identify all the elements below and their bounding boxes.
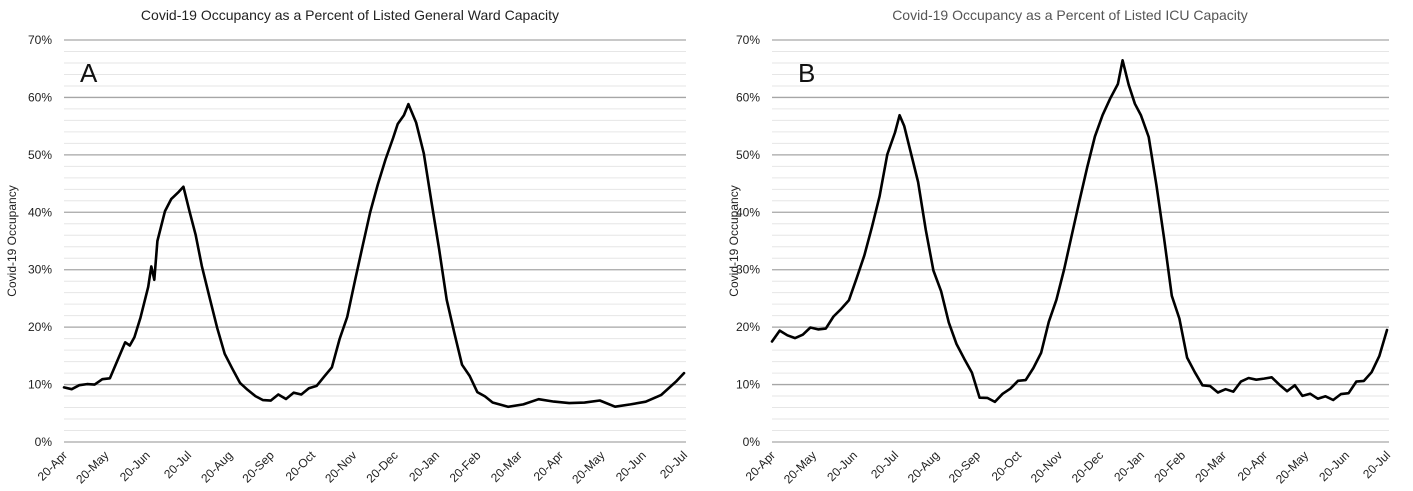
x-tick-label: 20-Oct bbox=[283, 448, 319, 484]
x-tick-label: 20-Jun bbox=[117, 448, 153, 484]
y-tick-label: 70% bbox=[736, 33, 760, 47]
y-tick-label: 10% bbox=[28, 378, 52, 392]
y-tick-label: 10% bbox=[736, 378, 760, 392]
x-tick-label: 20-Apr bbox=[35, 448, 70, 483]
y-tick-label: 60% bbox=[28, 90, 52, 104]
y-tick-label: 40% bbox=[736, 205, 760, 219]
x-tick-label: 20-Jul bbox=[1360, 448, 1393, 481]
panel-label: B bbox=[798, 58, 815, 88]
x-tick-label: 20-Feb bbox=[1151, 448, 1188, 485]
x-tick-label: 20-Dec bbox=[364, 448, 401, 485]
y-tick-label: 30% bbox=[28, 263, 52, 277]
y-axis-label: Covid-19 Occupancy bbox=[5, 185, 19, 296]
series-line bbox=[62, 102, 686, 409]
y-axis-label: Covid-19 Occupancy bbox=[727, 185, 741, 296]
x-tick-label: 20-May bbox=[569, 448, 607, 486]
x-tick-label: 20-May bbox=[781, 448, 819, 486]
x-tick-label: 20-Dec bbox=[1069, 448, 1106, 485]
chart-title: Covid-19 Occupancy as a Percent of Liste… bbox=[141, 7, 559, 23]
y-tick-label: 0% bbox=[35, 435, 53, 449]
x-tick-label: 20-Apr bbox=[1235, 448, 1270, 483]
x-tick-label: 20-Sep bbox=[946, 448, 983, 485]
chart-title: Covid-19 Occupancy as a Percent of Liste… bbox=[892, 7, 1248, 23]
y-tick-label: 0% bbox=[743, 435, 761, 449]
chart-b: Covid-19 Occupancy as a Percent of Liste… bbox=[727, 7, 1393, 486]
x-tick-label: 20-Feb bbox=[447, 448, 484, 485]
x-tick-label: 20-Apr bbox=[743, 448, 778, 483]
x-tick-label: 20-Jul bbox=[161, 448, 194, 481]
y-tick-label: 50% bbox=[28, 148, 52, 162]
y-tick-label: 70% bbox=[28, 33, 52, 47]
y-tick-label: 60% bbox=[736, 90, 760, 104]
chart-a: Covid-19 Occupancy as a Percent of Liste… bbox=[5, 7, 690, 486]
x-tick-label: 20-Nov bbox=[1028, 448, 1065, 485]
x-tick-label: 20-Jul bbox=[868, 448, 901, 481]
x-tick-label: 20-Aug bbox=[905, 448, 942, 485]
x-tick-label: 20-Jun bbox=[613, 448, 649, 484]
x-tick-label: 20-Jan bbox=[406, 448, 442, 484]
x-tick-label: 20-Oct bbox=[989, 448, 1025, 484]
y-tick-label: 40% bbox=[28, 205, 52, 219]
x-tick-label: 20-Nov bbox=[322, 448, 359, 485]
x-tick-label: 20-May bbox=[73, 448, 111, 486]
y-tick-label: 20% bbox=[736, 320, 760, 334]
panel-label: A bbox=[80, 58, 98, 88]
y-tick-label: 30% bbox=[736, 263, 760, 277]
x-tick-label: 20-Apr bbox=[531, 448, 566, 483]
x-tick-label: 20-Mar bbox=[1192, 448, 1229, 485]
y-tick-label: 20% bbox=[28, 320, 52, 334]
x-tick-label: 20-Jan bbox=[1111, 448, 1147, 484]
x-tick-label: 20-Jun bbox=[824, 448, 860, 484]
x-tick-label: 20-Jun bbox=[1316, 448, 1352, 484]
chart-panel-b: Covid-19 Occupancy as a Percent of Liste… bbox=[712, 0, 1413, 491]
x-tick-label: 20-Sep bbox=[240, 448, 277, 485]
x-tick-label: 20-Jul bbox=[657, 448, 690, 481]
x-tick-label: 20-Aug bbox=[198, 448, 235, 485]
x-tick-label: 20-May bbox=[1273, 448, 1311, 486]
y-tick-label: 50% bbox=[736, 148, 760, 162]
chart-panel-a: Covid-19 Occupancy as a Percent of Liste… bbox=[0, 0, 700, 491]
series-line bbox=[770, 59, 1389, 404]
x-tick-label: 20-Mar bbox=[488, 448, 525, 485]
